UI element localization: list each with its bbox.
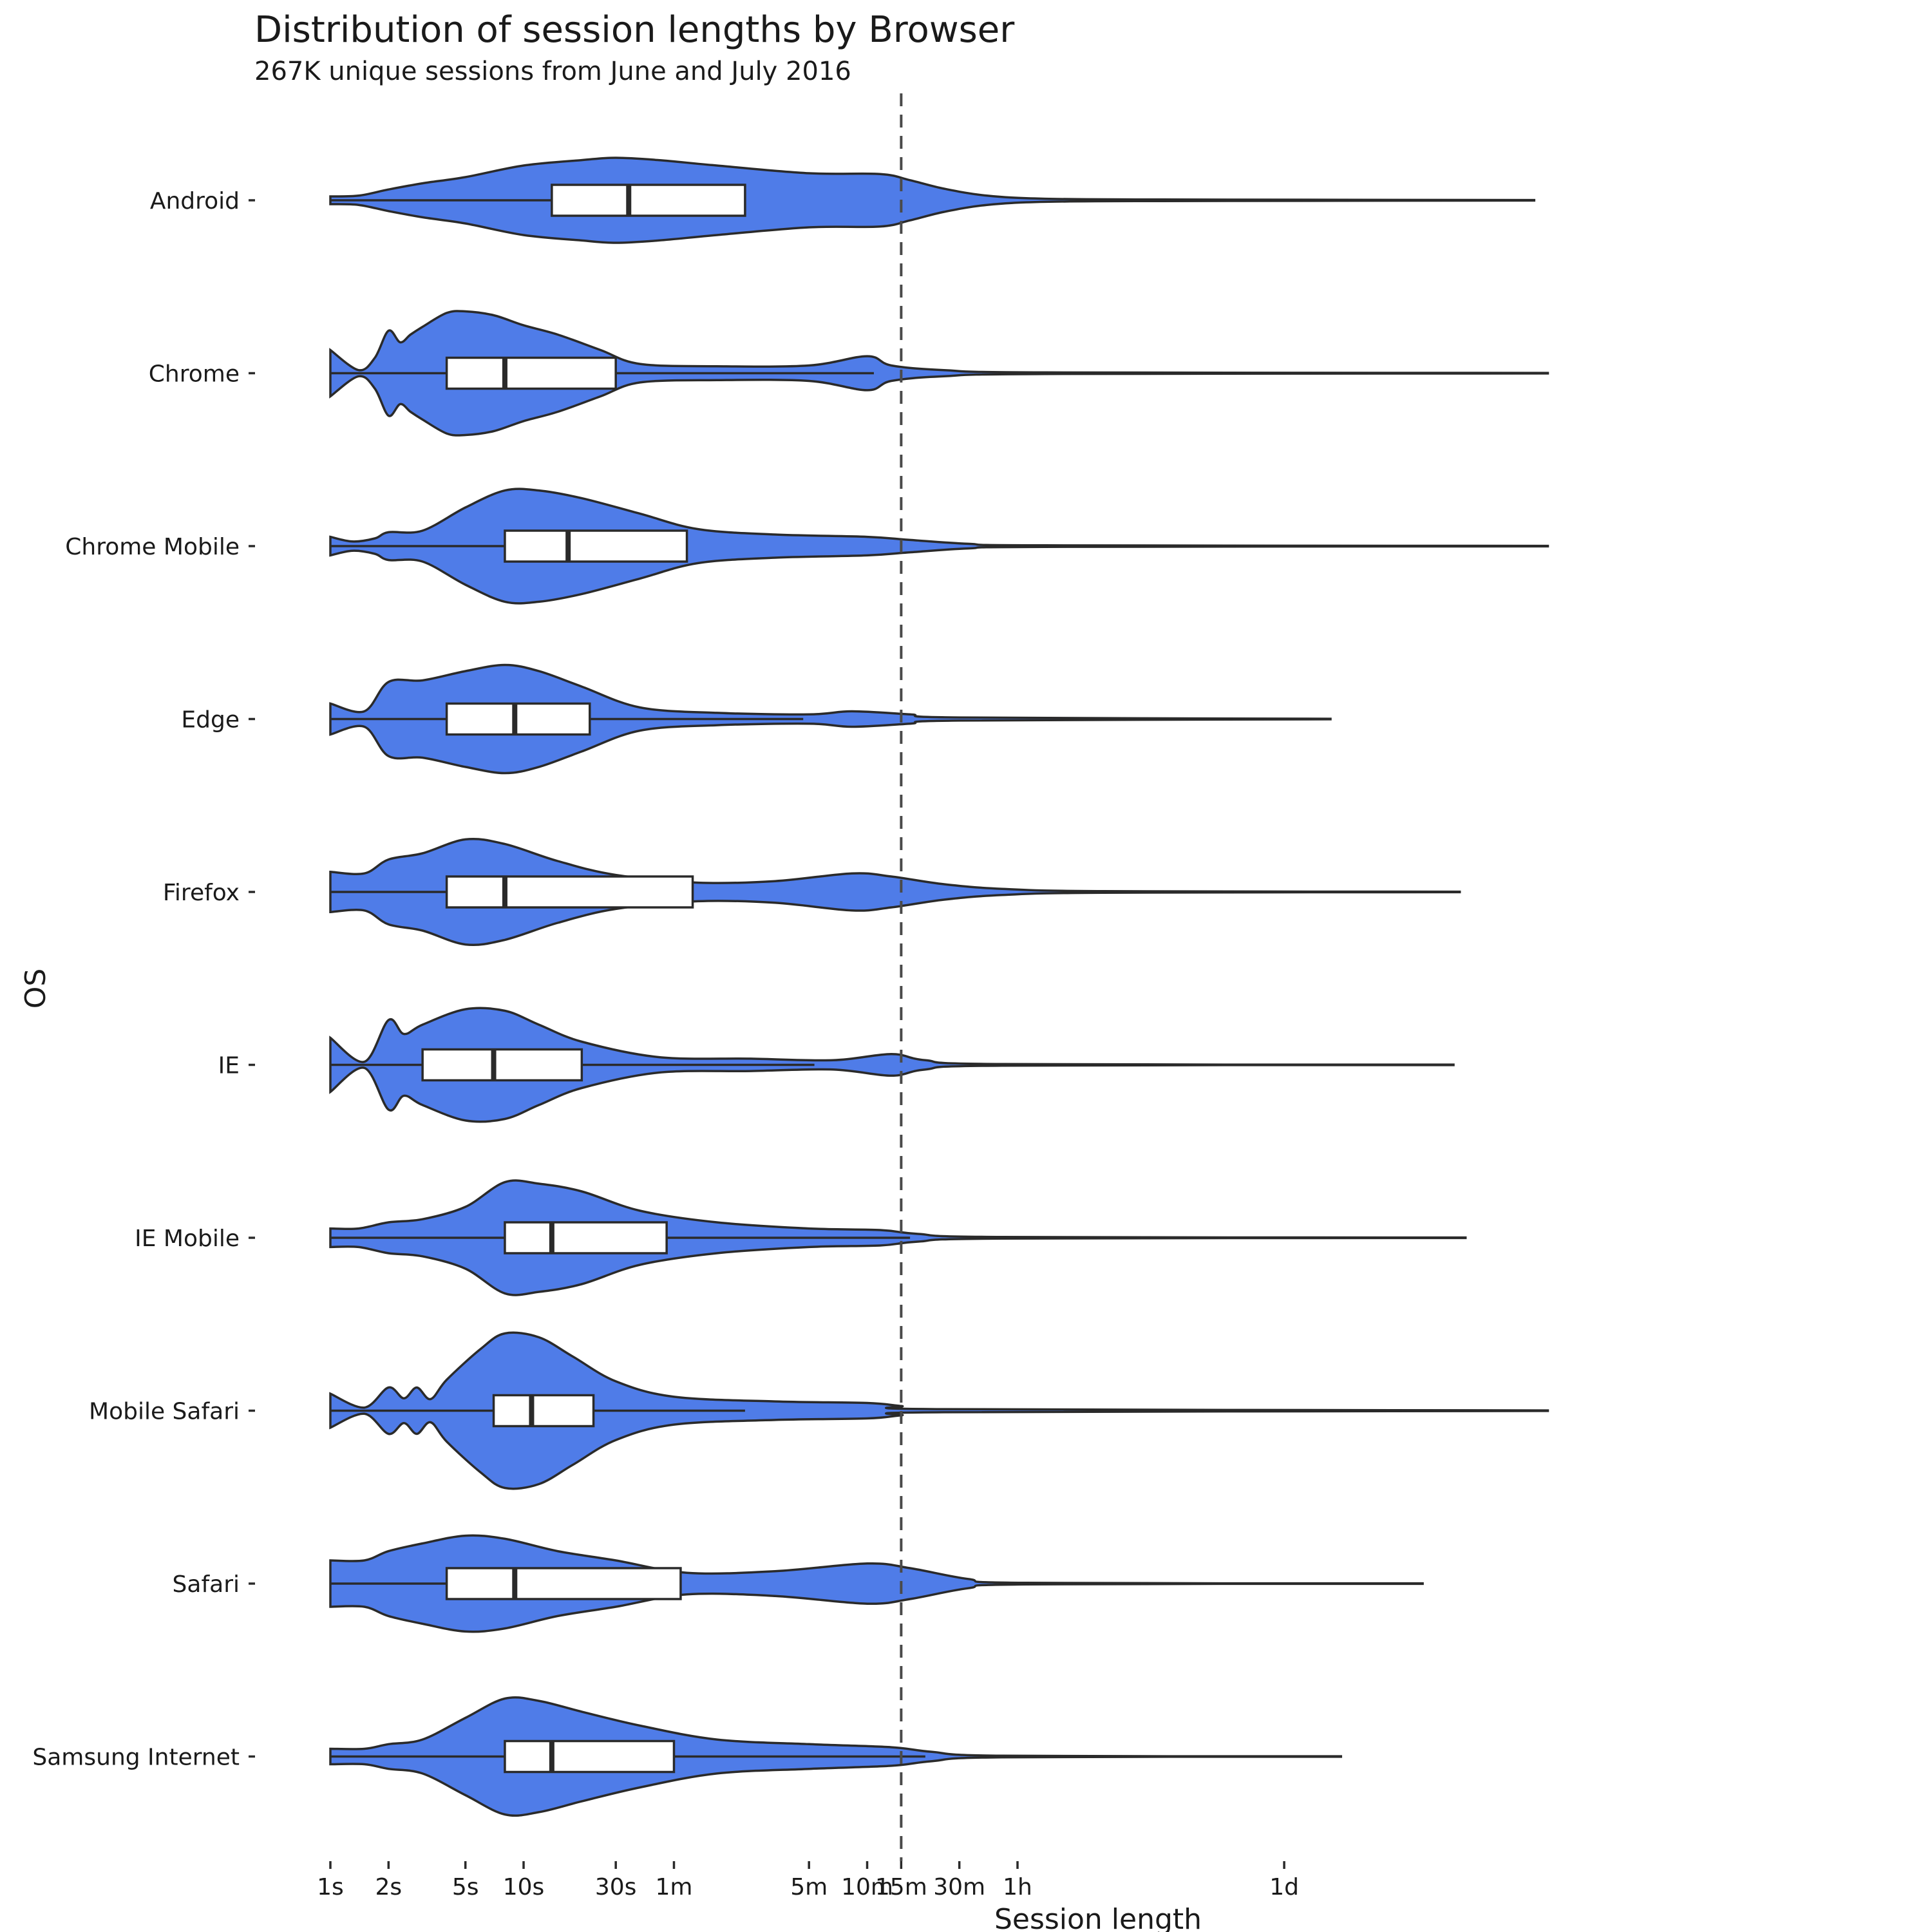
violin-chrome-mobile [329,488,1549,605]
x-tick-label-15m: 15m [875,1874,927,1900]
violin-safari [329,1534,1424,1633]
violin-group-chrome-mobile [329,488,1549,605]
y-tick-label-edge: Edge [181,707,240,734]
box-safari [445,1567,682,1600]
violin-mobile-safari [329,1331,1549,1490]
x-tick-label-1h: 1h [1003,1874,1032,1900]
x-tick-label-2s: 2s [375,1874,402,1900]
x-tick-label-30s: 30s [595,1874,637,1900]
violins-layer [329,156,1549,1817]
violin-group-chrome [329,310,1549,437]
box-ie [421,1048,583,1082]
box-chrome-mobile [504,529,688,563]
violin-group-mobile-safari [329,1331,1549,1490]
y-axis-title: OS [19,969,52,1009]
violin-firefox [329,837,1461,947]
violin-android [329,156,1536,244]
x-tick-label-10m: 10m [841,1874,893,1900]
violin-group-samsung-internet [329,1696,1343,1817]
violin-group-firefox [329,837,1461,947]
chart-title: Distribution of session lengths by Brows… [254,9,1015,51]
chart-subtitle: 267K unique sessions from June and July … [254,57,851,86]
violin-group-ie-mobile [329,1179,1467,1296]
violin-group-android [329,156,1536,244]
y-axis: Android Chrome Chrome Mobile Edge Firefox IE I… [32,188,255,1771]
y-tick-label-mobile-safari: Mobile Safari [89,1399,240,1425]
box-samsung-internet [504,1739,676,1774]
x-tick-label-10s: 10s [503,1874,545,1900]
x-tick-label-1m: 1m [656,1874,693,1900]
x-axis-title: Session length [994,1903,1202,1932]
x-tick-label-5m: 5m [790,1874,828,1900]
box-firefox [445,875,694,909]
box-mobile-safari [492,1394,595,1428]
x-tick-label-1d: 1d [1269,1874,1299,1900]
x-tick-label-5s: 5s [452,1874,479,1900]
y-tick-label-android: Android [150,188,240,214]
violin-group-edge [329,663,1332,775]
violin-ie [329,1007,1455,1123]
box-android [551,184,746,217]
y-tick-label-chrome-mobile: Chrome Mobile [65,534,240,560]
violin-edge [329,663,1332,775]
y-tick-label-ie-mobile: IE Mobile [135,1226,240,1252]
x-tick-label-30m: 30m [933,1874,985,1900]
y-tick-label-firefox: Firefox [163,880,240,906]
box-edge [445,702,591,736]
box-ie-mobile [504,1221,668,1255]
violin-chrome [329,310,1549,437]
y-tick-label-ie: IE [218,1053,240,1079]
y-tick-label-samsung-internet: Samsung Internet [32,1745,240,1771]
violin-group-ie [329,1007,1455,1123]
violin-group-safari [329,1534,1424,1633]
y-tick-label-chrome: Chrome [149,361,240,388]
box-chrome [445,356,617,390]
x-tick-label-1s: 1s [317,1874,344,1900]
y-tick-label-safari: Safari [173,1571,240,1598]
